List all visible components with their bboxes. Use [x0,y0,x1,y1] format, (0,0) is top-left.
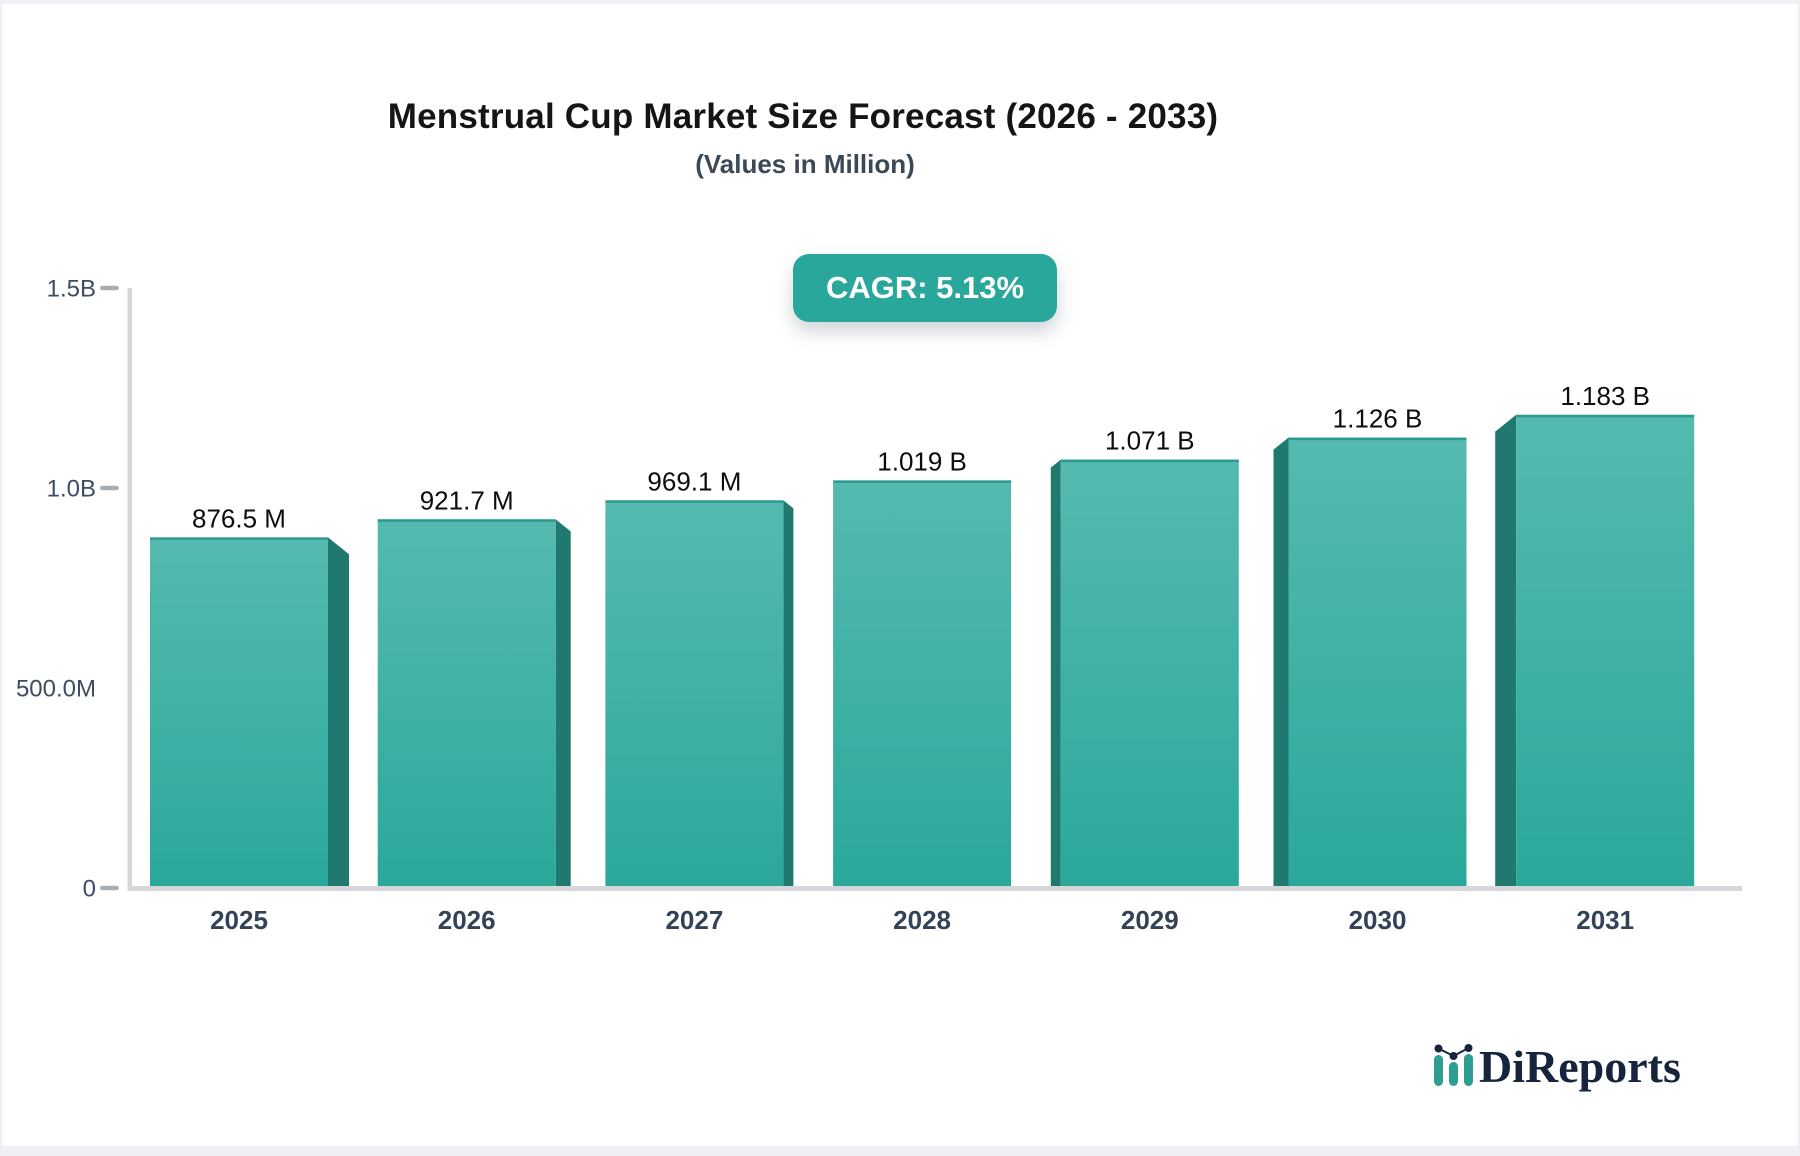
y-tick-label: 1.0B [47,476,96,503]
cagr-badge: CAGR: 5.13% [793,254,1057,322]
direports-logo-text: DiReports [1479,1041,1681,1092]
x-tick-label: 2025 [210,905,268,935]
bar-top-edge [1288,437,1467,441]
bar-top-edge [1516,414,1695,418]
x-tick-label: 2028 [893,905,951,935]
x-tick-label: 2031 [1576,905,1634,935]
chart-subtitle: (Values in Million) [695,149,915,179]
bar-front-face [1516,414,1695,888]
x-axis-line [127,886,1742,891]
bar-side-face [1495,414,1517,886]
y-tick-label: 1.5B [47,276,96,303]
y-tick-dash [100,485,119,491]
bar-value-label: 921.7 M [420,485,514,515]
bar-top-edge [605,500,784,503]
bar-value-label: 1.071 B [1105,426,1195,456]
y-tick-label: 0 [83,876,96,903]
bar-top-edge [833,480,1012,483]
x-tick-label: 2030 [1349,905,1407,935]
x-tick-label: 2027 [665,905,723,935]
bar-value-label: 1.183 B [1560,381,1650,411]
y-tick-label: 500.0M [16,676,96,703]
bar-front-face [833,480,1012,888]
chart-title: Menstrual Cup Market Size Forecast (2026… [387,97,1219,136]
bar-top-edge [150,537,328,540]
bar-value-label: 1.019 B [877,446,967,476]
bar-value-label: 969.1 M [647,466,741,496]
bar-front-face [605,500,784,888]
bar-front-face [1288,437,1467,888]
direports-logo-icon [1434,1044,1473,1086]
y-tick-dash [100,885,119,891]
direports-logo: DiReports [1432,1040,1732,1100]
bar-value-label: 876.5 M [192,503,286,533]
x-tick-label: 2029 [1121,905,1179,935]
bar-side-face [328,537,349,886]
bar-top-edge [377,519,556,522]
bar-value-label: 1.126 B [1333,404,1423,434]
x-tick-label: 2026 [438,905,496,935]
bar-front-face [1060,459,1239,888]
y-axis-line [127,288,132,891]
bar-front-face [150,537,328,888]
bar-side-face [783,500,794,886]
bar-top-edge [1060,459,1239,463]
bar-side-face [555,519,571,886]
y-tick-dash [100,285,119,291]
bar-side-face [1273,437,1289,886]
bar-front-face [377,519,556,888]
bar-side-face [1050,459,1061,886]
